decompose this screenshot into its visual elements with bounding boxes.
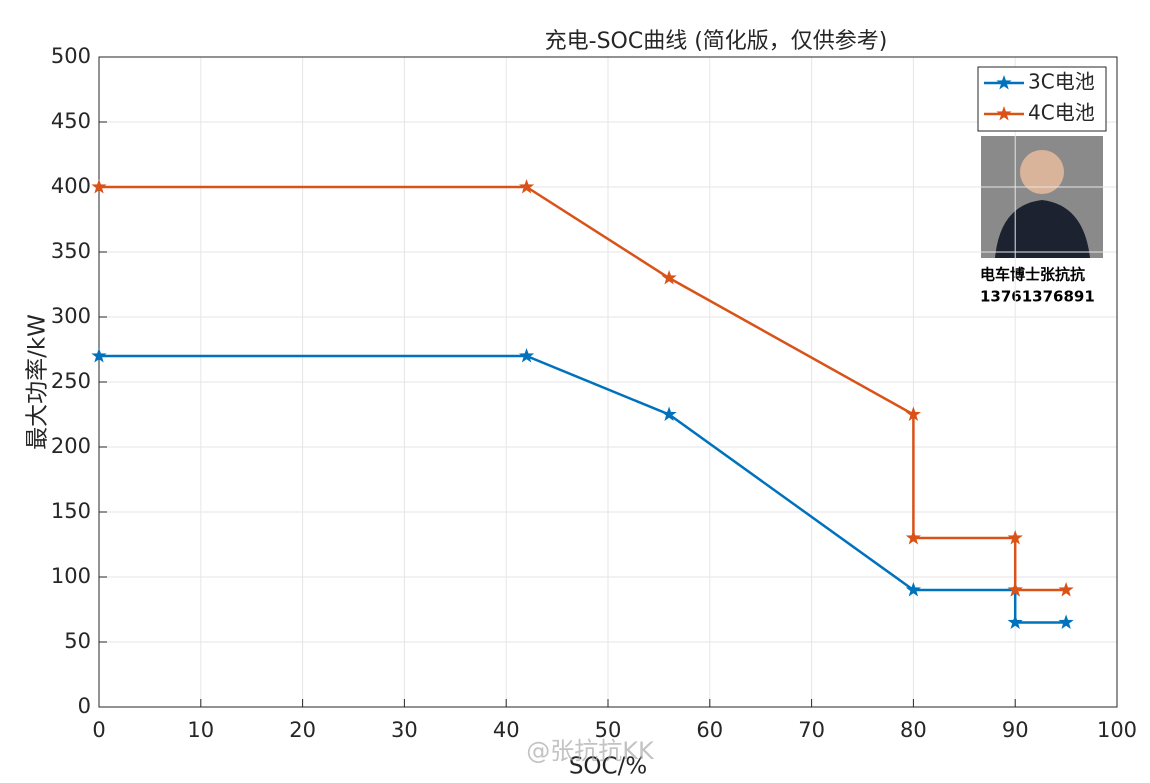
line — [99, 354, 1067, 624]
x-tick-label: 20 — [289, 718, 316, 742]
legend-marker — [996, 75, 1012, 90]
legend-label: 4C电池 — [1028, 101, 1095, 125]
x-axis-label: SOC/% — [569, 754, 647, 780]
x-tick-label: 40 — [493, 718, 520, 742]
x-tick-label: 10 — [187, 718, 214, 742]
photo-body — [995, 200, 1090, 258]
y-tick-label: 0 — [78, 694, 91, 718]
y-axis-label: 最大功率/kW — [25, 314, 51, 450]
plot-frame — [98, 56, 1118, 708]
annotation: 电车博士张抗抗 — [980, 266, 1085, 284]
legend-box — [977, 66, 1107, 132]
marker — [661, 406, 677, 421]
annotation: 13761376891 — [980, 288, 1095, 306]
x-tick-label: 30 — [391, 718, 418, 742]
marker — [1007, 614, 1023, 629]
legend-label: 3C电池 — [1028, 70, 1095, 94]
watermark: @张抗抗KK — [526, 737, 655, 765]
y-tick-label: 200 — [51, 434, 91, 458]
marker — [518, 348, 535, 363]
marker — [91, 348, 107, 363]
marker — [905, 406, 922, 421]
marker — [518, 179, 535, 194]
x-tick-label: 50 — [595, 718, 622, 742]
marker — [1007, 582, 1023, 597]
marker — [1058, 614, 1074, 629]
y-tick-label: 50 — [64, 629, 91, 653]
line — [99, 185, 1067, 592]
y-tick-label: 300 — [51, 304, 91, 328]
y-tick-label: 450 — [51, 109, 91, 133]
marker — [91, 179, 107, 194]
marker — [905, 530, 922, 545]
photo-face — [1020, 150, 1064, 194]
marker — [905, 582, 922, 597]
legend-marker — [996, 106, 1012, 121]
x-tick-label: 100 — [1097, 718, 1137, 742]
marker — [661, 270, 677, 285]
y-tick-label: 500 — [51, 44, 91, 68]
chart-title: 充电-SOC曲线 (简化版，仅供参考) — [545, 29, 888, 54]
x-tick-label: 0 — [92, 718, 105, 742]
marker — [1007, 530, 1023, 545]
x-tick-label: 90 — [1002, 718, 1029, 742]
x-tick-label: 80 — [900, 718, 927, 742]
y-tick-label: 100 — [51, 564, 91, 588]
y-tick-label: 250 — [51, 369, 91, 393]
y-tick-label: 400 — [51, 174, 91, 198]
x-tick-label: 70 — [798, 718, 825, 742]
y-tick-label: 150 — [51, 499, 91, 523]
x-tick-label: 60 — [696, 718, 723, 742]
y-tick-label: 350 — [51, 239, 91, 263]
marker — [1058, 582, 1074, 597]
